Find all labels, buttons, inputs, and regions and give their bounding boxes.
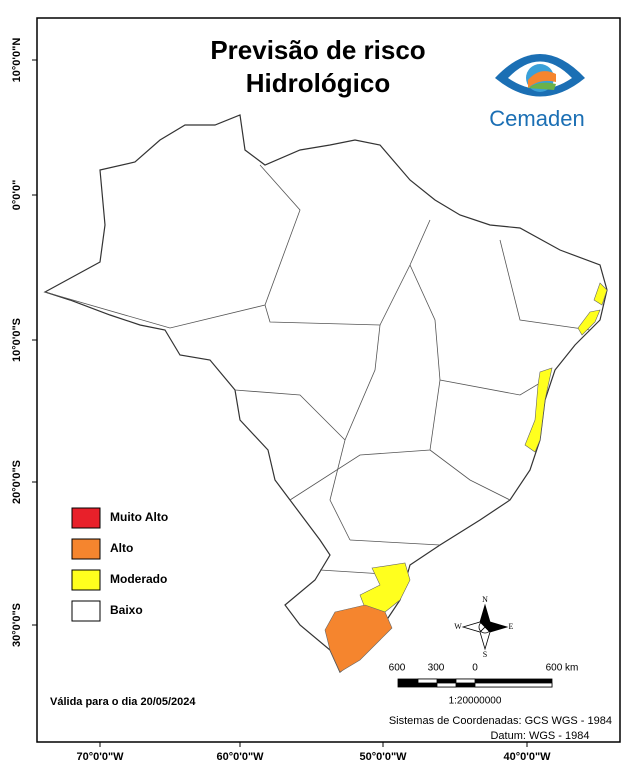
latitude-label: 20°0'0"S xyxy=(11,460,23,504)
legend-swatch xyxy=(71,507,101,529)
state-borders xyxy=(44,164,591,576)
footer-line: Datum: WGS - 1984 xyxy=(490,730,589,742)
logo xyxy=(495,54,585,97)
title-line: Previsão de risco xyxy=(210,35,425,65)
compass-label: S xyxy=(483,650,487,659)
legend-swatch xyxy=(71,569,101,591)
compass-label: N xyxy=(482,595,488,604)
compass-rose xyxy=(461,603,509,651)
scale-label: 600 xyxy=(389,663,406,674)
risk-area xyxy=(593,282,608,306)
compass-label: W xyxy=(454,622,462,631)
graticule-labels: 10°0'0"N 0°0'0" 10°0'0"S 20°0'0"S 30°0'0"S 70… xyxy=(11,38,551,763)
scale-label: 0 xyxy=(472,663,478,674)
legend-label: Moderado xyxy=(110,572,167,586)
footer-line: Sistemas de Coordenadas: GCS WGS - 1984 xyxy=(389,715,612,727)
legend-swatch xyxy=(71,600,101,622)
scale-ratio: 1:20000000 xyxy=(449,696,502,707)
latitude-label: 10°0'0"N xyxy=(11,38,23,83)
legend-label: Alto xyxy=(110,541,133,555)
latitude-label: 10°0'0"S xyxy=(11,318,23,362)
longitude-label: 70°0'0"W xyxy=(76,751,124,763)
risk-area xyxy=(524,367,553,453)
compass-label: E xyxy=(509,622,514,631)
scale-label: 600 km xyxy=(546,663,579,674)
risk-areas xyxy=(324,282,608,673)
latitude-label: 30°0'0"S xyxy=(11,603,23,647)
title-line: Hidrológico xyxy=(246,68,390,98)
logo-text: Cemaden xyxy=(489,106,584,131)
graticule-ticks xyxy=(32,59,528,747)
legend-label: Baixo xyxy=(110,603,143,617)
latitude-label: 0°0'0" xyxy=(11,180,23,211)
longitude-label: 40°0'0"W xyxy=(503,751,551,763)
risk-area xyxy=(324,604,393,673)
validity-date: Válida para o dia 20/05/2024 xyxy=(50,696,196,708)
scale-bar xyxy=(397,678,553,688)
scale-label: 300 xyxy=(428,663,445,674)
longitude-label: 50°0'0"W xyxy=(359,751,407,763)
legend-label: Muito Alto xyxy=(110,510,168,524)
legend: Muito Alto Alto Moderado Baixo xyxy=(71,507,168,622)
longitude-label: 60°0'0"W xyxy=(216,751,264,763)
risk-area xyxy=(577,309,601,336)
legend-swatch xyxy=(71,538,101,560)
